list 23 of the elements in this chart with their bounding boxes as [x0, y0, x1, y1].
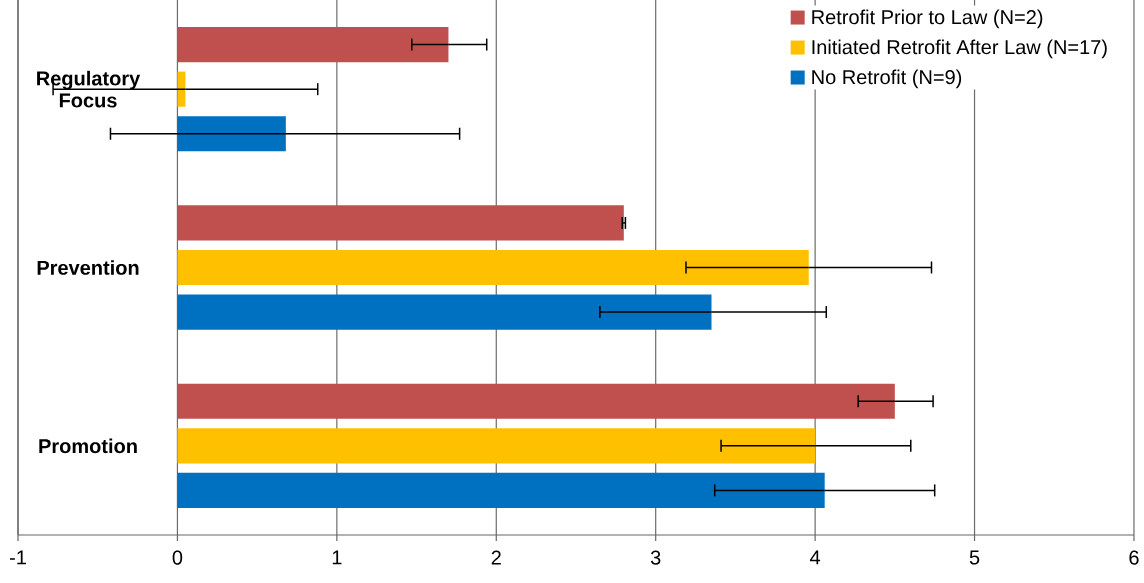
bar [177, 116, 286, 152]
bar [177, 27, 449, 63]
y-tick-label: Prevention [37, 260, 139, 275]
x-tick-label: 1 [332, 550, 342, 565]
bar [177, 294, 712, 330]
bar [177, 71, 186, 107]
legend-label: No Retrofit (N=9) [812, 69, 962, 89]
bar [177, 383, 895, 419]
bar [177, 472, 825, 508]
bar [177, 249, 809, 286]
x-tick-label: 0 [172, 550, 183, 565]
x-tick-label: 2 [491, 550, 501, 565]
x-tick-label: -1 [10, 550, 26, 565]
legend-label: Retrofit Prior to Law (N=2) [812, 9, 1043, 29]
bar [177, 428, 816, 464]
x-tick-label: 3 [650, 550, 661, 565]
y-tick-label: Promotion [39, 438, 137, 454]
x-tick-label: 5 [969, 550, 980, 565]
bar [177, 205, 624, 241]
x-tick-label: 4 [810, 550, 821, 565]
legend-label: Initiated Retrofit After Law (N=17) [812, 39, 1107, 59]
y-tick-label: Regulatory Focus [37, 70, 141, 108]
x-tick-label: 6 [1129, 550, 1139, 565]
